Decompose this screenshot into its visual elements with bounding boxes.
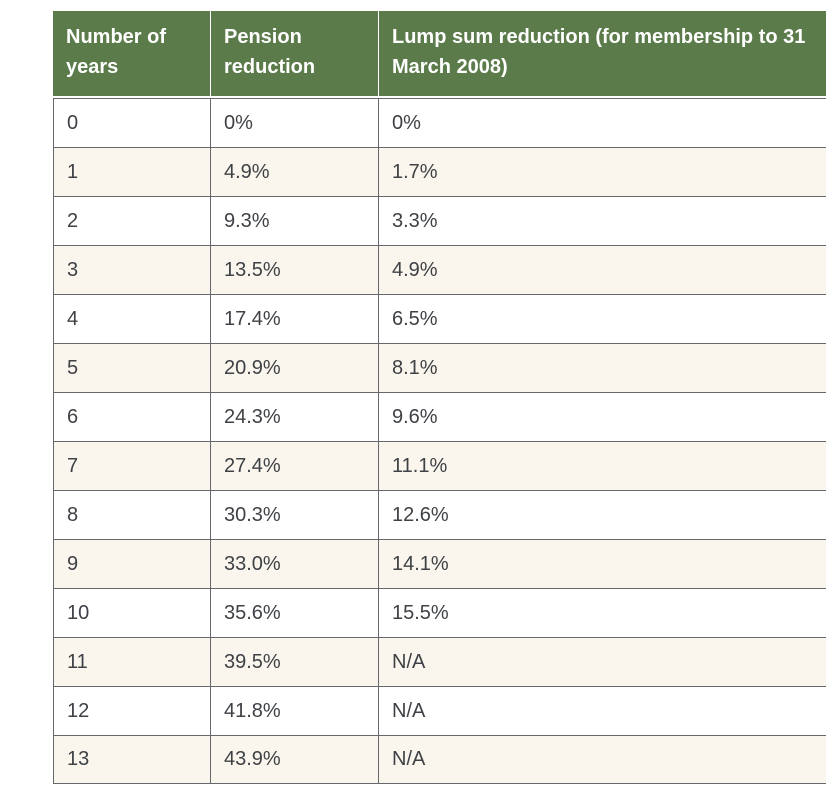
table-row: 0 0% 0%	[53, 98, 826, 147]
table-row: 4 17.4% 6.5%	[53, 294, 826, 343]
cell-years: 2	[53, 196, 210, 245]
cell-pension-reduction: 20.9%	[210, 343, 378, 392]
table-body: 0 0% 0% 1 4.9% 1.7% 2 9.3% 3.3% 3 13.5% …	[53, 98, 826, 784]
cell-pension-reduction: 17.4%	[210, 294, 378, 343]
cell-years: 1	[53, 147, 210, 196]
table-container: Number of years Pension reduction Lump s…	[53, 11, 826, 784]
cell-years: 9	[53, 539, 210, 588]
table-row: 1 4.9% 1.7%	[53, 147, 826, 196]
table-row: 8 30.3% 12.6%	[53, 490, 826, 539]
table-header: Number of years Pension reduction Lump s…	[53, 11, 826, 98]
cell-years: 4	[53, 294, 210, 343]
reduction-table: Number of years Pension reduction Lump s…	[53, 11, 826, 784]
cell-years: 12	[53, 686, 210, 735]
cell-years: 6	[53, 392, 210, 441]
table-row: 13 43.9% N/A	[53, 735, 826, 784]
cell-pension-reduction: 43.9%	[210, 735, 378, 784]
cell-lump-sum-reduction: N/A	[378, 686, 826, 735]
cell-lump-sum-reduction: 3.3%	[378, 196, 826, 245]
cell-pension-reduction: 4.9%	[210, 147, 378, 196]
cell-lump-sum-reduction: 1.7%	[378, 147, 826, 196]
table-row: 9 33.0% 14.1%	[53, 539, 826, 588]
cell-pension-reduction: 27.4%	[210, 441, 378, 490]
cell-lump-sum-reduction: N/A	[378, 735, 826, 784]
cell-pension-reduction: 9.3%	[210, 196, 378, 245]
cell-years: 13	[53, 735, 210, 784]
column-header-years: Number of years	[53, 11, 210, 98]
cell-years: 10	[53, 588, 210, 637]
cell-lump-sum-reduction: 14.1%	[378, 539, 826, 588]
cell-lump-sum-reduction: 9.6%	[378, 392, 826, 441]
cell-lump-sum-reduction: 8.1%	[378, 343, 826, 392]
cell-pension-reduction: 24.3%	[210, 392, 378, 441]
cell-years: 0	[53, 98, 210, 147]
cell-lump-sum-reduction: 4.9%	[378, 245, 826, 294]
cell-pension-reduction: 13.5%	[210, 245, 378, 294]
cell-lump-sum-reduction: 6.5%	[378, 294, 826, 343]
table-row: 5 20.9% 8.1%	[53, 343, 826, 392]
cell-lump-sum-reduction: 15.5%	[378, 588, 826, 637]
cell-years: 7	[53, 441, 210, 490]
cell-lump-sum-reduction: N/A	[378, 637, 826, 686]
table-row: 11 39.5% N/A	[53, 637, 826, 686]
cell-pension-reduction: 0%	[210, 98, 378, 147]
cell-years: 8	[53, 490, 210, 539]
cell-pension-reduction: 39.5%	[210, 637, 378, 686]
table-row: 7 27.4% 11.1%	[53, 441, 826, 490]
cell-years: 11	[53, 637, 210, 686]
column-header-lump-sum-reduction: Lump sum reduction (for membership to 31…	[378, 11, 826, 98]
table-row: 6 24.3% 9.6%	[53, 392, 826, 441]
cell-years: 3	[53, 245, 210, 294]
cell-pension-reduction: 33.0%	[210, 539, 378, 588]
header-row: Number of years Pension reduction Lump s…	[53, 11, 826, 98]
cell-years: 5	[53, 343, 210, 392]
cell-lump-sum-reduction: 0%	[378, 98, 826, 147]
cell-pension-reduction: 41.8%	[210, 686, 378, 735]
cell-lump-sum-reduction: 11.1%	[378, 441, 826, 490]
table-row: 12 41.8% N/A	[53, 686, 826, 735]
cell-pension-reduction: 35.6%	[210, 588, 378, 637]
table-row: 2 9.3% 3.3%	[53, 196, 826, 245]
table-row: 10 35.6% 15.5%	[53, 588, 826, 637]
column-header-pension-reduction: Pension reduction	[210, 11, 378, 98]
cell-lump-sum-reduction: 12.6%	[378, 490, 826, 539]
cell-pension-reduction: 30.3%	[210, 490, 378, 539]
table-row: 3 13.5% 4.9%	[53, 245, 826, 294]
